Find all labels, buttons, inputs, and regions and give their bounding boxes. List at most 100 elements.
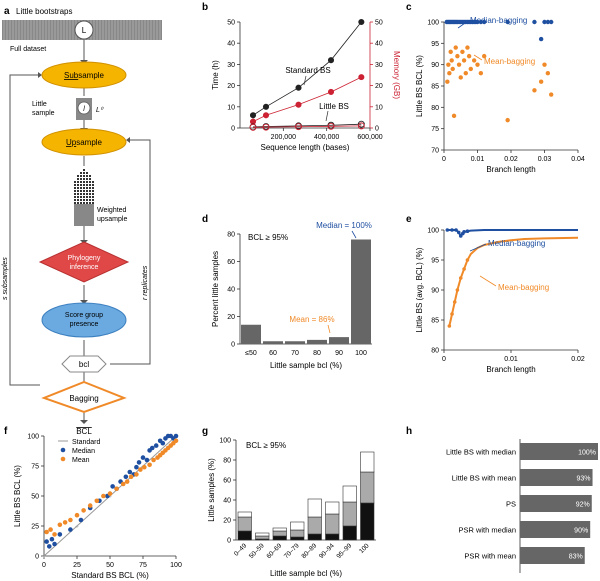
f-xtick-label: 75 — [139, 562, 147, 569]
upsample-dot — [83, 196, 85, 198]
b-point — [262, 103, 270, 110]
b-y2tick-label: 30 — [375, 62, 383, 69]
upsample-dot — [92, 187, 94, 189]
f-point — [127, 469, 133, 475]
dataset-stripes — [3, 20, 161, 40]
upsample-dot — [77, 202, 79, 204]
b-y2tick-label: 10 — [375, 104, 383, 111]
upsample-dot — [86, 199, 88, 201]
upsample-dot — [89, 196, 91, 198]
upsample-dot — [92, 184, 94, 186]
g-bar-segment — [272, 535, 287, 541]
c-point — [446, 62, 451, 67]
upsample-dot — [74, 181, 76, 183]
f-point — [144, 457, 150, 463]
d-xtick-label: 80 — [313, 350, 321, 357]
panel-letter-d: d — [202, 214, 208, 225]
e-point — [458, 276, 463, 280]
g-xtick-label: 90–94 — [318, 542, 336, 560]
f-point — [128, 474, 134, 480]
BCL-text: BCL — [76, 427, 92, 436]
b-y2tick-label: 50 — [375, 20, 383, 27]
b-ytick-label: 20 — [227, 83, 235, 90]
f-point — [153, 443, 159, 448]
e-point — [454, 228, 458, 232]
g-note: BCL ≥ 95% — [246, 441, 286, 450]
bagging-text: Bagging — [69, 394, 98, 403]
g-bar-segment — [237, 530, 252, 541]
e-label-median-arrow — [469, 243, 487, 252]
subsample-text: Subsample — [64, 71, 105, 80]
e-point — [452, 300, 457, 304]
b-ylabel: Time (h) — [211, 60, 220, 90]
c-point — [445, 79, 450, 84]
h-category-label: PSR with median — [458, 526, 516, 535]
upsample-dot — [77, 184, 79, 186]
upsample-dot — [89, 190, 91, 192]
upsample-dot — [86, 172, 88, 174]
d-xtick-label: ≤50 — [245, 350, 257, 357]
score-text-2: presence — [70, 321, 99, 328]
f-point — [114, 486, 119, 492]
panel-letter-a: a — [4, 6, 10, 17]
upsample-dot — [80, 178, 82, 180]
b-point — [358, 74, 365, 81]
upsample-dot — [83, 178, 85, 180]
g-bar-segment — [307, 498, 322, 518]
upsample-dot — [86, 196, 88, 198]
panel-e: e 80 85 90 95 100 0 0.01 0.02 Branch length Littl… — [406, 214, 585, 374]
f-standard-marker: + — [42, 555, 46, 561]
e-xlabel: Branch length — [486, 365, 535, 374]
c-point — [460, 49, 465, 55]
f-point — [68, 517, 73, 523]
f-legend-label: Standard — [72, 439, 101, 446]
full-dataset-label: Full dataset — [10, 46, 46, 53]
c-xtick-label: 0.02 — [504, 156, 518, 163]
c-point — [465, 45, 470, 50]
e-xtick-label: 0.01 — [504, 356, 518, 363]
upsample-dot — [80, 181, 82, 183]
f-xtick-label: 100 — [170, 562, 182, 569]
f-point — [49, 536, 55, 542]
f-point — [134, 472, 139, 477]
upsample-dot — [74, 199, 76, 201]
panel-a: a Little bootstraps L Full dataset — [2, 6, 162, 436]
c-point — [532, 88, 537, 93]
c-xtick-label: 0.03 — [538, 156, 552, 163]
f-legend-mean-swatch — [60, 456, 66, 462]
f-point — [160, 440, 166, 446]
panel-letter-e: e — [406, 214, 412, 225]
upsample-dot — [86, 178, 88, 180]
plot-c: 70 75 80 85 90 95 100 0 0.01 0.02 0.03 0.04 Branch l… — [415, 16, 585, 174]
l-label: l — [83, 106, 85, 113]
weighted-upsample-label-1: Weighted — [97, 207, 127, 214]
upsample-dot — [86, 202, 88, 204]
e-point — [465, 229, 470, 233]
c-point — [468, 66, 473, 72]
e-ytick-label: 90 — [431, 288, 439, 295]
d-bar — [285, 341, 305, 344]
f-legend-label: Median — [72, 448, 95, 455]
b-point — [249, 112, 257, 119]
upsample-dot — [80, 175, 82, 177]
b-series-line — [252, 76, 362, 122]
subsample-node — [41, 61, 127, 89]
e-label-mean: Mean-bagging — [498, 283, 549, 292]
g-xtick-label: 80–89 — [300, 542, 318, 560]
f-point — [123, 474, 129, 480]
g-bar-segment — [237, 516, 252, 532]
b-xlabel: Sequence length (bases) — [261, 143, 350, 152]
b-point — [262, 123, 270, 131]
e-ytick-label: 80 — [431, 348, 439, 355]
c-point — [458, 75, 463, 80]
plot-h: Little BS with median 100% Little BS with … — [446, 439, 598, 573]
b-point — [249, 123, 257, 131]
g-ytick-label: 80 — [223, 458, 231, 465]
b-annotation-standard-arrow — [303, 75, 307, 86]
upsample-dot — [80, 187, 82, 189]
weighted-upsample-label-2: upsample — [97, 216, 127, 223]
f-point — [52, 532, 57, 537]
c-point — [532, 19, 537, 25]
d-xtick-label: 60 — [269, 350, 277, 357]
d-ytick-label: 0 — [231, 342, 235, 349]
